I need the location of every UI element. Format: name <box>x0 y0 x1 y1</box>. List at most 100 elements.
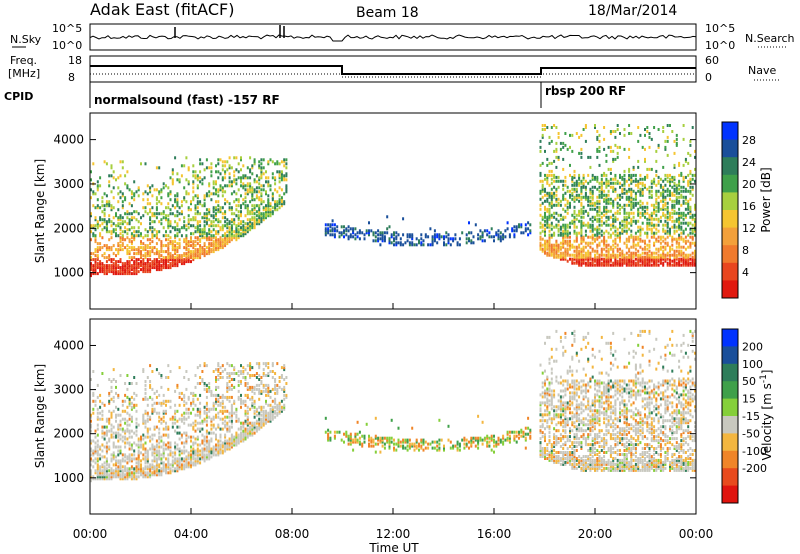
heatmap-cell <box>566 201 569 205</box>
heatmap-cell <box>671 237 674 241</box>
heatmap-cell <box>115 385 117 389</box>
heatmap-cell <box>176 178 179 182</box>
heatmap-cell <box>242 228 245 232</box>
heatmap-cell <box>185 431 188 435</box>
heatmap-cell <box>110 415 113 419</box>
heatmap-cell <box>192 196 195 200</box>
heatmap-cell <box>140 162 142 166</box>
heatmap-cell <box>653 231 656 235</box>
heatmap-cell <box>110 423 113 427</box>
heatmap-cell <box>90 429 92 433</box>
heatmap-cell <box>237 170 240 174</box>
heatmap-cell <box>562 235 565 239</box>
heatmap-cell <box>345 229 348 233</box>
heatmap-cell <box>174 236 177 240</box>
heatmap-cell <box>671 179 674 183</box>
heatmap-cell <box>553 255 556 259</box>
heatmap-cell <box>621 257 624 261</box>
heatmap-cell <box>117 252 120 256</box>
heatmap-cell <box>235 419 238 423</box>
heatmap-cell <box>550 173 553 177</box>
heatmap-cell <box>137 270 140 274</box>
heatmap-cell <box>158 401 161 405</box>
heatmap-cell <box>539 221 542 225</box>
heatmap-cell <box>237 198 240 202</box>
heatmap-cell <box>246 208 249 212</box>
heatmap-cell <box>194 453 197 457</box>
heatmap-cell <box>280 202 283 206</box>
heatmap-cell <box>217 385 220 389</box>
heatmap-cell <box>678 207 681 211</box>
heatmap-cell <box>265 216 267 220</box>
heatmap-cell <box>226 427 229 431</box>
heatmap-cell <box>343 235 345 239</box>
heatmap-cell <box>221 443 224 447</box>
heatmap-cell <box>108 421 111 425</box>
heatmap-cell <box>133 471 136 475</box>
heatmap-cell <box>233 220 236 224</box>
heatmap-cell <box>194 216 197 220</box>
heatmap-cell <box>110 477 113 481</box>
heatmap-cell <box>424 235 427 239</box>
heatmap-cell <box>176 200 179 204</box>
heatmap-cell <box>251 172 254 176</box>
heatmap-cell <box>662 187 665 191</box>
heatmap-cell <box>646 126 649 129</box>
heatmap-cell <box>324 227 327 231</box>
heatmap-cell <box>110 164 113 168</box>
heatmap-cell <box>623 133 626 137</box>
heatmap-cell <box>205 383 208 387</box>
heatmap-cell <box>158 419 161 423</box>
heatmap-cell <box>210 407 213 411</box>
heatmap-cell <box>684 261 687 265</box>
heatmap-cell <box>664 195 667 199</box>
heatmap-cell <box>230 403 233 407</box>
heatmap-cell <box>183 417 186 421</box>
heatmap-cell <box>609 181 612 185</box>
heatmap-cell <box>666 221 669 225</box>
heatmap-cell <box>678 249 681 253</box>
heatmap-cell <box>596 213 599 217</box>
heatmap-cell <box>445 235 448 239</box>
heatmap-cell <box>103 220 106 224</box>
heatmap-cell <box>169 451 172 455</box>
heatmap-cell <box>144 248 147 252</box>
heatmap-cell <box>338 235 341 239</box>
heatmap-cell <box>185 260 188 264</box>
heatmap-cell <box>105 469 108 473</box>
heatmap-cell <box>190 254 192 258</box>
heatmap-cell <box>130 268 133 272</box>
heatmap-cell <box>280 204 283 208</box>
heatmap-cell <box>162 451 165 455</box>
heatmap-cell <box>271 196 274 200</box>
heatmap-cell <box>196 186 199 190</box>
heatmap-cell <box>183 196 186 200</box>
heatmap-cell <box>669 217 671 221</box>
heatmap-cell <box>379 243 382 247</box>
heatmap-cell <box>142 206 145 210</box>
heatmap-cell <box>603 231 606 235</box>
heatmap-cell <box>616 151 619 155</box>
heatmap-cell <box>217 449 220 453</box>
heatmap-cell <box>397 233 400 237</box>
heatmap-cell <box>99 469 102 473</box>
heatmap-cell <box>680 235 683 239</box>
heatmap-cell <box>377 239 380 243</box>
heatmap-cell <box>124 382 127 385</box>
heatmap-cell <box>185 258 188 262</box>
heatmap-cell <box>641 145 644 149</box>
heatmap-cell <box>130 471 133 475</box>
heatmap-cell <box>571 243 574 247</box>
heatmap-cell <box>228 419 231 423</box>
heatmap-cell <box>140 256 142 260</box>
heatmap-cell <box>105 463 108 467</box>
heatmap-cell <box>662 253 665 257</box>
heatmap-cell <box>562 197 565 201</box>
heatmap-cell <box>140 459 142 463</box>
heatmap-cell <box>657 247 660 251</box>
heatmap-cell <box>539 191 542 195</box>
heatmap-cell <box>625 245 628 249</box>
heatmap-cell <box>438 233 441 237</box>
heatmap-cell <box>215 449 217 453</box>
heatmap-cell <box>160 240 163 244</box>
